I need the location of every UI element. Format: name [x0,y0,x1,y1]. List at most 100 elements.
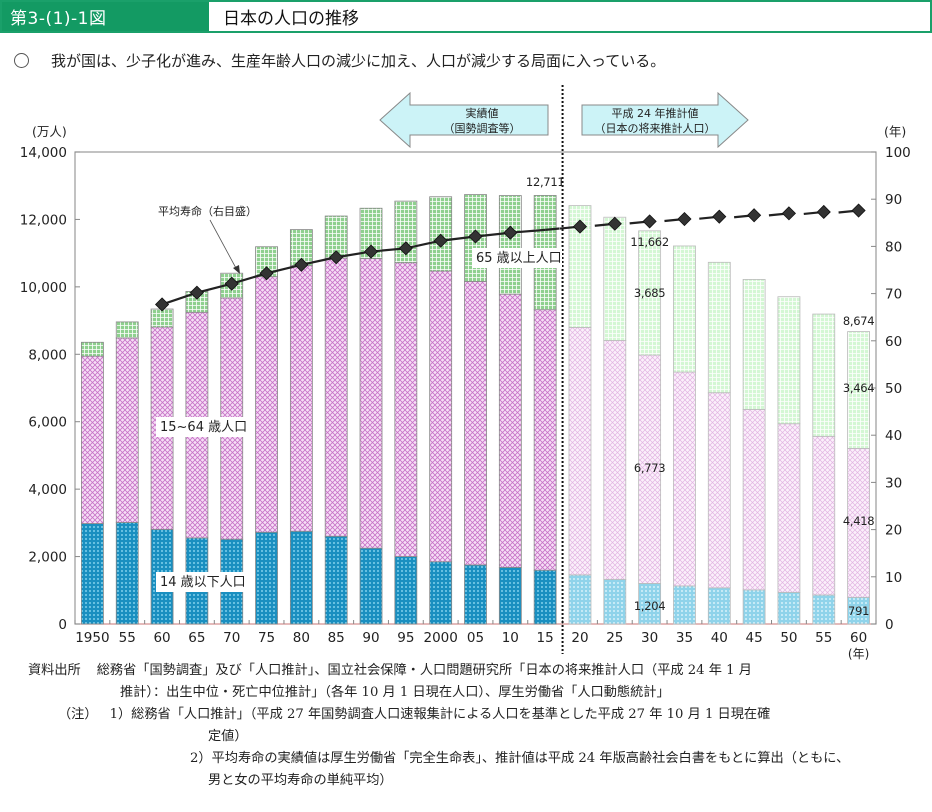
life-expectancy-marker [433,233,448,248]
x-tick-label: 40 [711,630,728,646]
bar-segment-65-plus [847,331,870,449]
bar-segment-0-14 [568,574,592,625]
note-label: （注） [58,707,98,722]
x-tick-label: 45 [746,630,763,646]
callout-arrowhead-icon [233,265,240,274]
bar-segment-65-plus [603,216,627,341]
x-tick-label: 75 [258,630,275,646]
bar-segment-15-64 [498,293,522,568]
value-label-15-64-2060: 4,418 [843,514,874,528]
arrow-right-label-2: （日本の将来推計人口） [595,121,716,135]
life-expectancy-marker [363,244,379,259]
source-text-1: 総務省「国勢調査」及び「人口推計」、国立社会保障・人口問題研究所「日本の将来推計… [96,663,752,678]
life-expectancy-marker [154,297,170,312]
y-right-tick-label: 10 [885,570,902,586]
x-tick-label: 05 [467,630,484,646]
value-label-15-64-2030: 6,773 [634,461,665,475]
life-expectancy-marker [294,257,309,272]
x-tick-label: 30 [641,630,658,646]
label-0-14-bg [156,572,248,592]
bar-segment-15-64 [81,355,104,524]
value-label-65-plus-2030: 3,685 [634,286,665,300]
value-label-total-2030: 11,662 [630,235,668,249]
bar-segment-15-64 [707,392,731,589]
summary-text: 我が国は、少子化が進み、生産年齢人口の減少に加え、人口が減少する局面に入っている… [51,52,666,70]
notes: 資料出所 総務省「国勢調査」及び「人口推計」、国立社会保障・人口問題研究所「日本… [28,660,849,792]
life-expectancy-line-segment [545,227,560,231]
bar-segment-15-64 [777,423,801,593]
y-right-tick-label: 70 [885,287,902,303]
bar-segment-0-14 [464,564,487,625]
value-label-total-2060: 8,674 [843,314,874,328]
life-expectancy-marker [781,206,797,221]
x-tick-label: 80 [293,630,310,646]
life-expectancy-marker [189,285,204,300]
bar-segment-0-14 [324,535,348,625]
bar-segment-0-14 [603,578,627,625]
x-tick-label: 35 [676,630,693,646]
y-right-tick-label: 20 [885,523,902,539]
arrow-left-label-2: （国勢調査等） [444,121,521,135]
y-tick-label: 12,000 [20,212,67,228]
bar-segment-65-plus [673,245,696,373]
population-chart: 0 2,000 4,000 6,000 8,000 10,000 12,000 14,000 (… [20,85,911,660]
y-right-tick-label: 100 [885,145,911,161]
note-2-text-1: 2）平均寿命の実績値は厚生労働省「完全生命表」、推計値は平成 24 年版高齢社会… [190,751,850,766]
figure-header: 第3-(1)-1図 日本の人口の推移 [0,0,932,33]
bar-segment-65-plus [115,321,139,339]
life-expectancy-marker [712,209,727,224]
x-tick-label: 55 [815,630,832,646]
life-expectancy-marker [468,229,483,244]
label-15-64: 15~64 歳人口 [160,420,247,435]
life-expectancy-marker [607,216,622,231]
note-1-text-1: 1）総務省「人口推計」（平成 27 年国勢調査人口速報集計による人口を基準とした… [109,707,771,722]
y-tick-label: 10,000 [20,280,67,296]
y-right-tick-label: 50 [885,381,902,397]
life-expectancy-marker [851,203,866,218]
bar-segment-0-14 [81,523,104,625]
bar-segment-15-64 [603,340,627,580]
bar-segment-0-14 [115,522,139,625]
bar-segment-0-14 [812,594,836,625]
bar-segment-15-64 [255,276,278,533]
x-tick-label: 60 [153,630,170,646]
x-tick-label: 60 [850,630,867,646]
life-expectancy-marker [224,276,239,291]
bar-segment-0-14 [429,561,453,625]
y-right-tick-label: 40 [885,428,902,444]
arrow-left-label-1: 実績値 [466,106,499,120]
label-65-plus: 65 歳以上人口 [476,251,562,266]
value-label-0-14-2030: 1,204 [634,599,665,613]
arrow-right-icon [581,91,749,149]
value-label-total-2015: 12,711 [526,175,564,189]
y-tick-label: 6,000 [28,415,67,431]
bar-segment-15-64 [673,371,696,587]
bar-segment-0-14 [359,547,383,625]
note-2-text-2: 男と女の平均寿命の単純平均） [208,773,393,788]
source-label: 資料出所 [28,663,81,678]
bar-segment-15-64 [742,409,766,591]
y-right-axis-label: (年) [884,124,906,139]
bar-segment-15-64 [359,258,383,549]
x-tick-label: 55 [119,630,136,646]
x-tick-label: 50 [780,630,797,646]
bar-segment-15-64 [115,337,139,523]
y-tick-label: 4,000 [28,482,67,498]
bar-segment-65-plus [568,205,592,328]
bar-segment-15-64 [464,281,487,566]
x-tick-label: 90 [362,630,379,646]
bar-segment-65-plus [707,261,731,394]
bar-segment-65-plus [812,313,836,437]
x-tick-label: 20 [571,630,588,646]
y-tick-label: 0 [58,617,67,633]
label-0-14: 14 歳以下人口 [160,575,246,590]
bar-segment-0-14 [533,569,557,625]
value-label-65-plus-2060: 3,464 [843,381,874,395]
bar-segment-65-plus [150,308,174,328]
life-expectancy-marker [398,241,413,256]
bar-segment-0-14 [707,587,731,625]
bar-segment-65-plus [742,279,766,410]
y-tick-label: 2,000 [28,550,67,566]
bar-segment-15-64 [812,435,836,596]
life-expectancy-marker [259,266,274,281]
